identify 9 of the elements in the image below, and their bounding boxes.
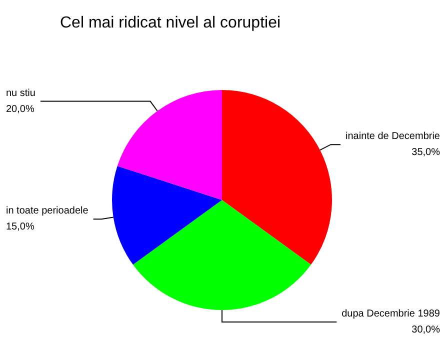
slice-label: in toate perioadele: [6, 206, 89, 217]
data-label: 20,0%: [6, 104, 34, 115]
slice-label: nu stiu: [6, 88, 36, 99]
slice-label: dupa Decembrie 1989: [342, 308, 440, 320]
chart-title: Cel mai ridicat nivel al coruptiei: [60, 14, 281, 32]
data-label: 15,0%: [6, 222, 34, 233]
slice-label: inainte de Decembrie: [346, 131, 440, 142]
data-label: 30,0%: [412, 324, 440, 336]
data-label: 35,0%: [412, 147, 440, 158]
